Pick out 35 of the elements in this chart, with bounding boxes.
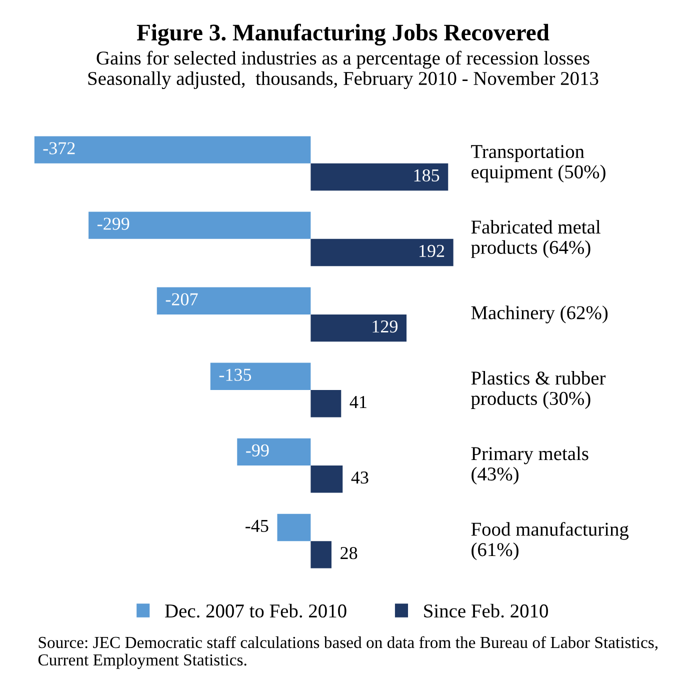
bar	[277, 514, 311, 542]
bar	[210, 362, 311, 390]
bar	[34, 136, 311, 164]
data-label: -45	[246, 520, 268, 532]
data-label: 129	[372, 320, 398, 333]
data-label: 192	[420, 244, 444, 258]
bar	[310, 541, 332, 568]
y-tick-label: Machinery (62%)	[471, 306, 608, 324]
y-tick-label: Fabricated metal products (64%)	[471, 220, 600, 258]
data-label: 43	[351, 472, 368, 484]
data-label: 185	[414, 169, 440, 182]
source-note: Source: JEC Democratic staff calculations based on data from the Bureau of Labor Statistics, Current Employment Statistics.	[38, 636, 658, 669]
legend-label: Since Feb. 2010	[424, 604, 548, 618]
data-label: 41	[350, 396, 366, 408]
bar	[310, 163, 448, 191]
bar	[310, 238, 454, 266]
data-label: -99	[246, 444, 269, 456]
data-label: -207	[166, 293, 198, 306]
bar	[237, 438, 311, 466]
y-tick-label: Primary metals (43%)	[471, 446, 588, 485]
legend-label: Dec. 2007 to Feb. 2010	[165, 604, 346, 618]
data-label: 28	[340, 547, 358, 560]
bar	[310, 390, 342, 418]
bar	[310, 466, 343, 493]
y-tick-label: Plastics & rubber products (30%)	[471, 371, 606, 409]
bar	[88, 212, 311, 239]
chart-subtitle: Gains for selected industries as a percentage of recession losses Seasonally adjusted, thousands, February 2010 - November 2013	[88, 50, 598, 90]
chart-title: Figure 3. Manufacturing Jobs Recovered	[136, 24, 550, 46]
data-label: -135	[219, 368, 252, 381]
bar	[310, 314, 407, 342]
bar	[156, 287, 311, 314]
data-label: -372	[43, 142, 75, 154]
y-tick-label: Transportation equipment (50%)	[471, 145, 606, 182]
y-tick-label: Food manufacturing (61%)	[471, 522, 629, 560]
data-label: -299	[98, 218, 130, 230]
